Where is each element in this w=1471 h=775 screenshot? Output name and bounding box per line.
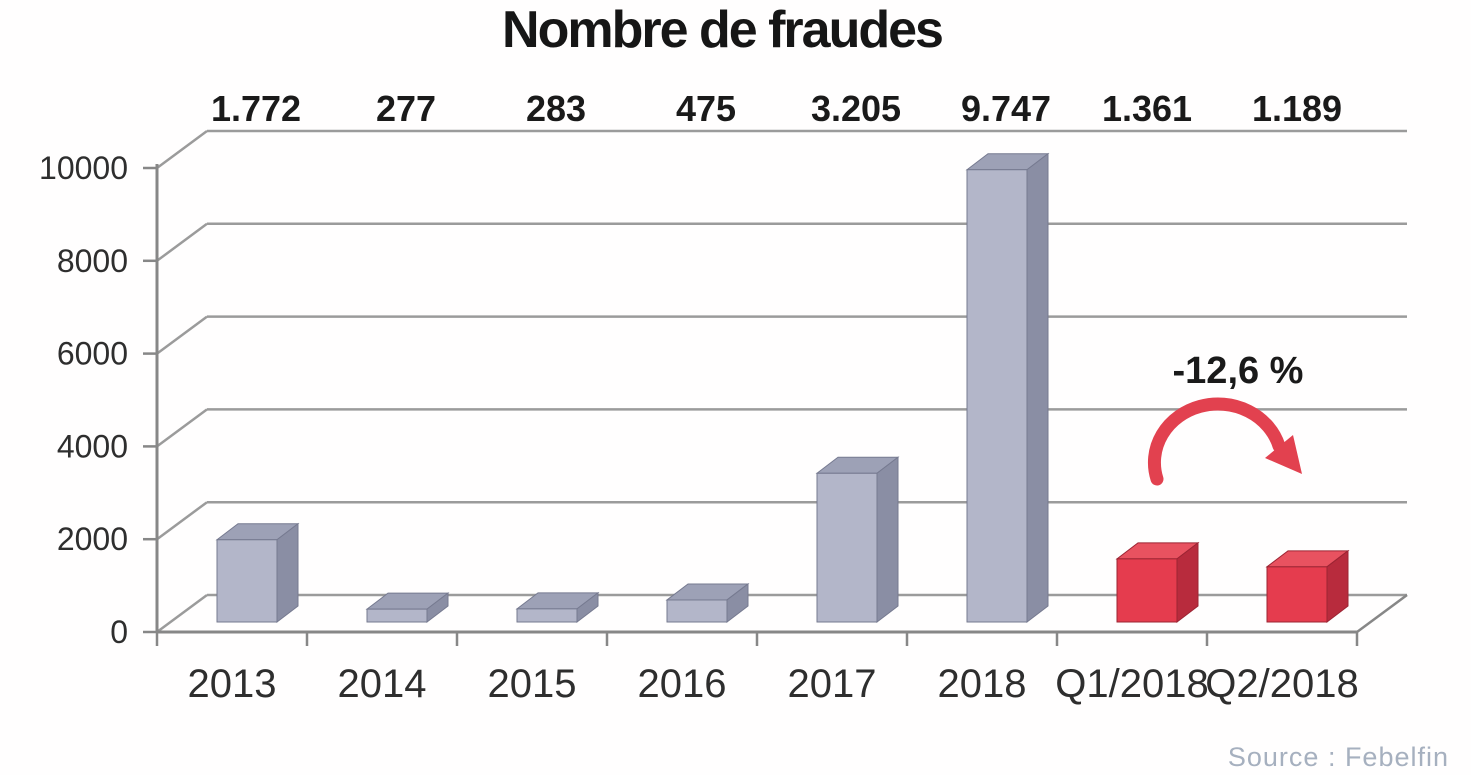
- bar-2013: [215, 522, 300, 624]
- y-tick-label-2000: 2000: [57, 521, 128, 557]
- bar-front-face: [516, 608, 578, 623]
- source-credit: Source : Febelfin: [1227, 742, 1449, 772]
- bar-2016: [665, 582, 750, 624]
- chart-title: Nombre de fraudes: [502, 1, 944, 59]
- x-tick-label-2014: 2014: [338, 662, 427, 706]
- bar-front-face: [1116, 558, 1178, 623]
- value-label-2018: 9.747: [961, 88, 1051, 129]
- bar-front-face: [816, 472, 878, 623]
- axes-frame: [155, 164, 1408, 646]
- bar-q1-2018: [1115, 541, 1200, 624]
- bar-front-face: [966, 169, 1028, 623]
- bar-2018: [965, 152, 1050, 624]
- value-label-2014: 277: [376, 88, 436, 129]
- x-tick-label-q1-2018: Q1/2018: [1055, 662, 1208, 706]
- x-tick-label-2016: 2016: [638, 662, 727, 706]
- x-tick-label-q2-2018: Q2/2018: [1205, 662, 1358, 706]
- value-label-2017: 3.205: [811, 88, 901, 129]
- y-tick-label-10000: 10000: [39, 150, 128, 186]
- bar-front-face: [366, 608, 428, 623]
- bar-side-face: [876, 456, 899, 624]
- x-tick-label-2015: 2015: [488, 662, 577, 706]
- y-tick-label-8000: 8000: [57, 243, 128, 279]
- x-tick-label-2018: 2018: [938, 662, 1027, 706]
- decline-arrow-icon: [1147, 397, 1302, 486]
- y-tick-label-6000: 6000: [57, 336, 128, 372]
- x-tick-label-2013: 2013: [188, 662, 277, 706]
- bar-side-face: [1026, 152, 1049, 624]
- bar-2014: [365, 592, 450, 624]
- x-tick-label-2017: 2017: [788, 662, 877, 706]
- value-label-q2-2018: 1.189: [1252, 88, 1342, 129]
- bar-q2-2018: [1265, 549, 1350, 624]
- value-label-2015: 283: [526, 88, 586, 129]
- value-label-2016: 475: [676, 88, 736, 129]
- bar-front-face: [216, 539, 278, 623]
- bar-side-face: [276, 522, 299, 624]
- percent-change-label: -12,6 %: [1172, 350, 1304, 392]
- bar-2017: [815, 456, 900, 624]
- bar-front-face: [1266, 566, 1328, 623]
- value-label-q1-2018: 1.361: [1102, 88, 1192, 129]
- bar-front-face: [666, 599, 728, 623]
- bar-2015: [515, 591, 600, 624]
- y-tick-label-4000: 4000: [57, 428, 128, 464]
- y-tick-label-0: 0: [110, 614, 128, 650]
- value-label-2013: 1.772: [211, 88, 301, 129]
